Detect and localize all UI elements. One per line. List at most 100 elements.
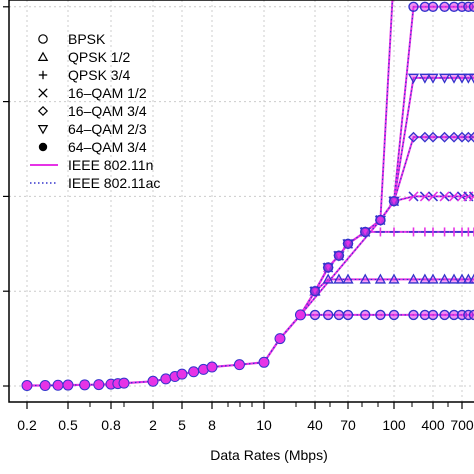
data-point <box>388 309 400 321</box>
common-marker <box>206 361 218 373</box>
x-tick-label: 8 <box>208 417 216 433</box>
data-point <box>408 1 419 12</box>
marker-triangle-down <box>456 73 468 84</box>
marker-circle <box>427 1 439 12</box>
data-point <box>448 191 460 202</box>
data-point <box>468 1 474 12</box>
marker-triangle-up <box>448 273 460 284</box>
marker-filled-circle <box>233 359 245 371</box>
plot-frame <box>8 0 474 403</box>
series-line-common-ac <box>27 314 301 387</box>
marker-filled-circle <box>79 379 91 391</box>
data-point <box>388 273 400 284</box>
data-point <box>322 262 334 273</box>
x-tick-label: 0.5 <box>58 417 78 433</box>
common-marker <box>188 366 200 378</box>
marker-triangle-up <box>333 273 345 284</box>
marker-filled-circle <box>62 379 74 391</box>
data-point <box>342 238 354 250</box>
marker-triangle-down <box>438 73 451 84</box>
marker-filled-circle <box>93 379 105 391</box>
data-point <box>468 309 474 321</box>
data-point <box>468 191 474 202</box>
legend-label: 64–QAM 3/4 <box>68 139 147 155</box>
marker-cross-b <box>448 191 460 202</box>
marker-triangle-up <box>438 273 451 284</box>
common-marker <box>160 373 172 385</box>
marker-circle <box>309 309 321 321</box>
data-point <box>427 191 439 202</box>
common-marker <box>294 309 306 321</box>
legend-label: 16–QAM 3/4 <box>68 103 147 119</box>
data-point <box>438 73 451 84</box>
marker-triangle-down <box>448 73 460 84</box>
common-marker <box>147 375 159 387</box>
data-point <box>389 227 399 237</box>
legend-entry: IEEE 802.11ac <box>30 175 160 191</box>
x-axis-title: Data Rates (Mbps) <box>210 447 327 463</box>
marker-circle <box>322 262 334 273</box>
legend-label: BPSK <box>68 31 106 47</box>
data-point <box>419 131 431 143</box>
marker-filled-circle <box>294 309 306 321</box>
common-marker <box>79 379 91 391</box>
data-point <box>333 309 345 321</box>
marker-filled-circle <box>21 380 33 392</box>
marker-filled-circle <box>118 377 130 389</box>
marker-filled-circle <box>147 375 159 387</box>
common-marker <box>233 359 245 371</box>
x-tick-label: 400 <box>421 417 445 433</box>
data-point <box>375 227 385 237</box>
common-marker <box>176 368 188 380</box>
x-tick-label: 0.8 <box>101 417 121 433</box>
data-point <box>420 227 430 237</box>
data-point <box>322 273 334 284</box>
data-point <box>468 273 474 284</box>
marker-circle <box>342 309 354 321</box>
marker-triangle-up <box>468 273 474 284</box>
legend-marker-triangle-down <box>37 125 49 135</box>
data-point <box>342 273 354 284</box>
data-point <box>322 309 334 321</box>
data-point <box>456 273 468 284</box>
data-point <box>448 131 460 143</box>
data-point <box>427 1 439 12</box>
marker-circle <box>388 309 400 321</box>
marker-cross-a <box>468 191 474 198</box>
data-point <box>427 309 439 321</box>
x-ticks: 0.2 0.5 0.8 2 5 8 10 40 70 100 400 700 <box>17 402 474 433</box>
x-tick-label: 40 <box>307 417 323 433</box>
series-line-n <box>299 230 474 316</box>
marker-triangle-up <box>359 273 371 284</box>
common-marker <box>258 356 270 368</box>
marker-circle <box>408 1 419 12</box>
x-tick-label: 10 <box>256 417 272 433</box>
marker-triangle-down <box>407 73 420 84</box>
legend-entry: QPSK 1/2 <box>37 49 130 65</box>
legend-entry: QPSK 3/4 <box>38 67 130 83</box>
marker-triangle-up <box>374 273 387 284</box>
data-point <box>427 273 439 284</box>
legend: BPSK QPSK 1/2 QPSK 3/4 16–QAM 1/2 16–QAM 3/4… <box>30 31 160 191</box>
legend-entry: 64–QAM 2/3 <box>37 121 147 137</box>
marker-circle <box>375 309 386 321</box>
data-point <box>439 131 450 143</box>
data-point <box>419 273 431 284</box>
data-point <box>419 73 431 84</box>
data-point <box>449 227 459 237</box>
marker-filled-circle <box>274 333 286 345</box>
x-tick-label: 2 <box>149 417 157 433</box>
data-point <box>438 273 451 284</box>
legend-entry: 16–QAM 3/4 <box>37 103 147 119</box>
marker-circle <box>360 309 371 321</box>
data-point <box>448 273 460 284</box>
data-point <box>440 227 450 237</box>
legend-label: QPSK 1/2 <box>68 49 130 65</box>
marker-circle <box>309 286 321 297</box>
legend-label: QPSK 3/4 <box>68 67 130 83</box>
marker-circle <box>468 1 474 12</box>
x-tick-label: 100 <box>382 417 406 433</box>
y-ticks <box>3 6 9 387</box>
legend-marker-triangle-up <box>37 51 49 61</box>
